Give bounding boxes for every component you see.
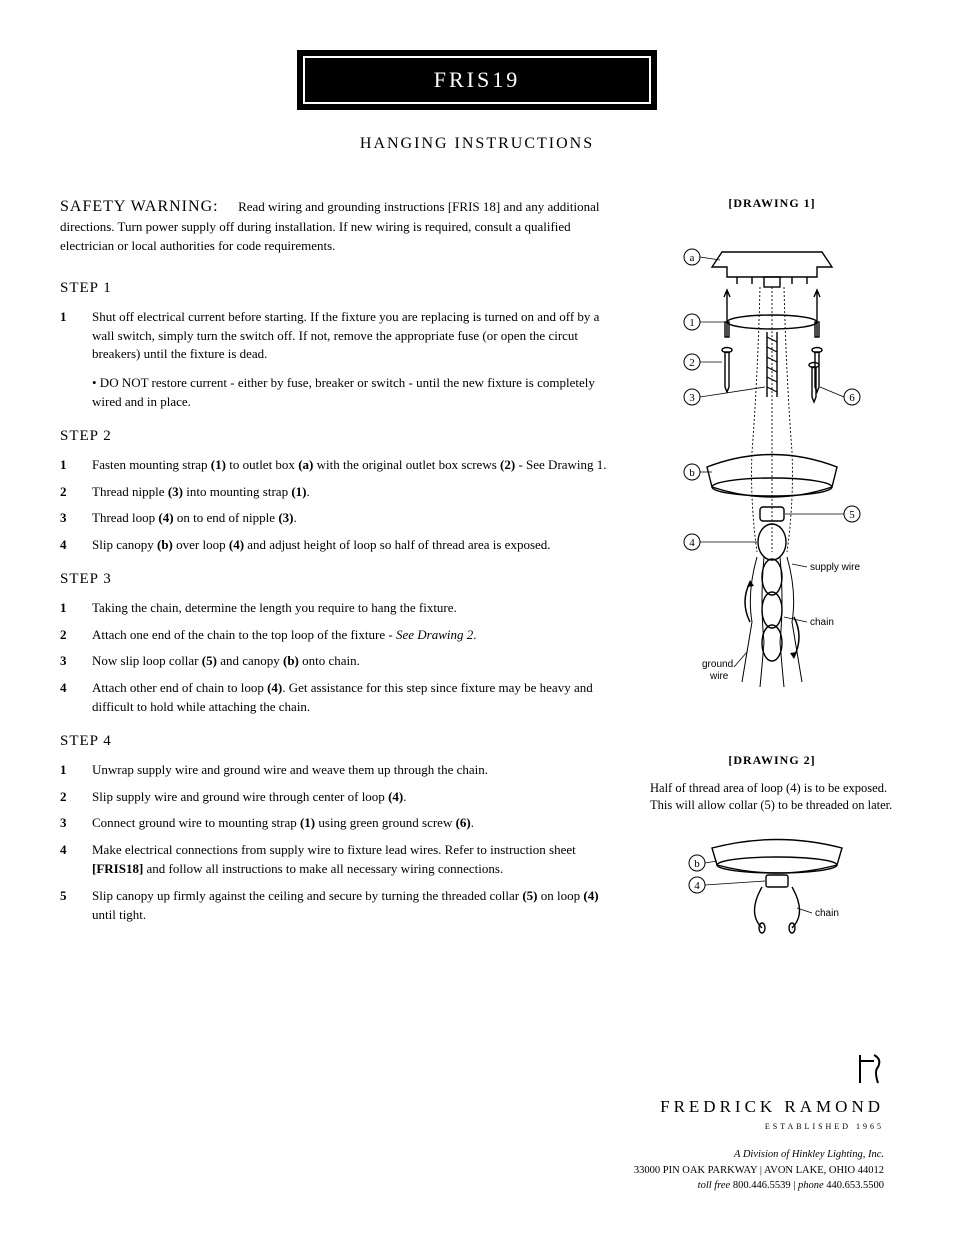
step-item: 4Attach other end of chain to loop (4). … [60,679,620,717]
step-head: STEP 1 [60,278,620,300]
drawings-column: [DRAWING 1] [650,195,894,973]
step-item: 1Unwrap supply wire and ground wire and … [60,761,620,780]
step-item-number: 1 [60,456,92,475]
step-item-number: 2 [60,483,92,502]
step-item-body: Slip canopy up firmly against the ceilin… [92,887,620,925]
step-item: 1Taking the chain, determine the length … [60,599,620,618]
callout-a: a [690,252,695,264]
title-box: FRIS19 [297,50,657,110]
step-item: 5Slip canopy up firmly against the ceili… [60,887,620,925]
step-item-body: Slip supply wire and ground wire through… [92,788,620,807]
step-head: STEP 2 [60,426,620,448]
step-item-body: Attach other end of chain to loop (4). G… [92,679,620,717]
step-item: 2Attach one end of the chain to the top … [60,626,620,645]
step-item: 2Thread nipple (3) into mounting strap (… [60,483,620,502]
footer-established: ESTABLISHED 1965 [60,1121,884,1133]
brand-logo-icon [856,1053,884,1085]
step-item: 2Slip supply wire and ground wire throug… [60,788,620,807]
step-list: 1Taking the chain, determine the length … [60,599,620,717]
safety-warning-head: SAFETY WARNING: [60,198,219,215]
step-item: 3Now slip loop collar (5) and canopy (b)… [60,652,620,671]
step-item-body: Fasten mounting strap (1) to outlet box … [92,456,620,475]
footer: FREDRICK RAMOND ESTABLISHED 1965 A Divis… [60,1053,894,1194]
step-item-body: Thread loop (4) on to end of nipple (3). [92,509,620,528]
step-item-number: 3 [60,509,92,528]
drawing-1-label: [DRAWING 1] [650,195,894,212]
step-item: 4Slip canopy (b) over loop (4) and adjus… [60,536,620,555]
main-columns: SAFETY WARNING: Read wiring and groundin… [60,195,894,973]
step-item-body: Attach one end of the chain to the top l… [92,626,620,645]
step-item: 3Thread loop (4) on to end of nipple (3)… [60,509,620,528]
step-item-number: 2 [60,626,92,645]
d2-callout-b: b [694,858,700,870]
d2-label-chain: chain [815,908,839,919]
step-item-body: Make electrical connections from supply … [92,841,620,879]
callout-3: 3 [689,392,695,404]
callout-b: b [689,467,695,479]
label-chain: chain [810,617,834,628]
drawing-2: b 4 chain [662,823,882,943]
d2-callout-4: 4 [694,880,700,892]
step-item-number: 1 [60,308,92,365]
step-item: 1Fasten mounting strap (1) to outlet box… [60,456,620,475]
step-item-number: 1 [60,761,92,780]
callout-4: 4 [689,537,695,549]
step-item-number: 5 [60,887,92,925]
step-item-number: 1 [60,599,92,618]
step-item-number: 4 [60,536,92,555]
step-list: 1Fasten mounting strap (1) to outlet box… [60,456,620,555]
step-item-number: 3 [60,652,92,671]
step-item-number: 2 [60,788,92,807]
step-item-number: 4 [60,841,92,879]
callout-5: 5 [849,509,855,521]
label-supply-wire: supply wire [810,562,860,573]
step-item-body: Slip canopy (b) over loop (4) and adjust… [92,536,620,555]
step-item-number: 4 [60,679,92,717]
step-list: 1Shut off electrical current before star… [60,308,620,365]
label-ground-wire-2: wire [709,671,729,682]
footer-brand: FREDRICK RAMOND [60,1095,884,1120]
step-item: 3Connect ground wire to mounting strap (… [60,814,620,833]
drawing-2-caption: Half of thread area of loop (4) is to be… [650,780,894,815]
step-item-body: Now slip loop collar (5) and canopy (b) … [92,652,620,671]
instructions-column: SAFETY WARNING: Read wiring and groundin… [60,195,620,973]
step-item: 4Make electrical connections from supply… [60,841,620,879]
step-item-number: 3 [60,814,92,833]
document-subtitle: HANGING INSTRUCTIONS [60,132,894,155]
step-item-body: Unwrap supply wire and ground wire and w… [92,761,620,780]
step-list: 1Unwrap supply wire and ground wire and … [60,761,620,925]
safety-warning: SAFETY WARNING: Read wiring and groundin… [60,195,620,256]
step-item-body: Shut off electrical current before start… [92,308,620,365]
callout-6: 6 [849,392,855,404]
footer-phone: toll free 800.446.5539 | phone 440.653.5… [60,1178,884,1194]
step-item-body: Thread nipple (3) into mounting strap (1… [92,483,620,502]
footer-address: 33000 PIN OAK PARKWAY | AVON LAKE, OHIO … [60,1163,884,1179]
label-ground-wire-1: ground [702,659,733,670]
callout-2: 2 [689,357,695,369]
drawing-2-label: [DRAWING 2] [650,752,894,769]
step-head: STEP 3 [60,569,620,591]
document-code: FRIS19 [303,56,651,104]
step-item-body: Taking the chain, determine the length y… [92,599,620,618]
step-item-body: Connect ground wire to mounting strap (1… [92,814,620,833]
step-note: • DO NOT restore current - either by fus… [92,374,620,412]
footer-division: A Division of Hinkley Lighting, Inc. [60,1147,884,1163]
step-head: STEP 4 [60,731,620,753]
callout-1: 1 [689,317,695,329]
step-item: 1Shut off electrical current before star… [60,308,620,365]
drawing-1: a 1 2 3 b 4 6 5 [652,222,892,722]
